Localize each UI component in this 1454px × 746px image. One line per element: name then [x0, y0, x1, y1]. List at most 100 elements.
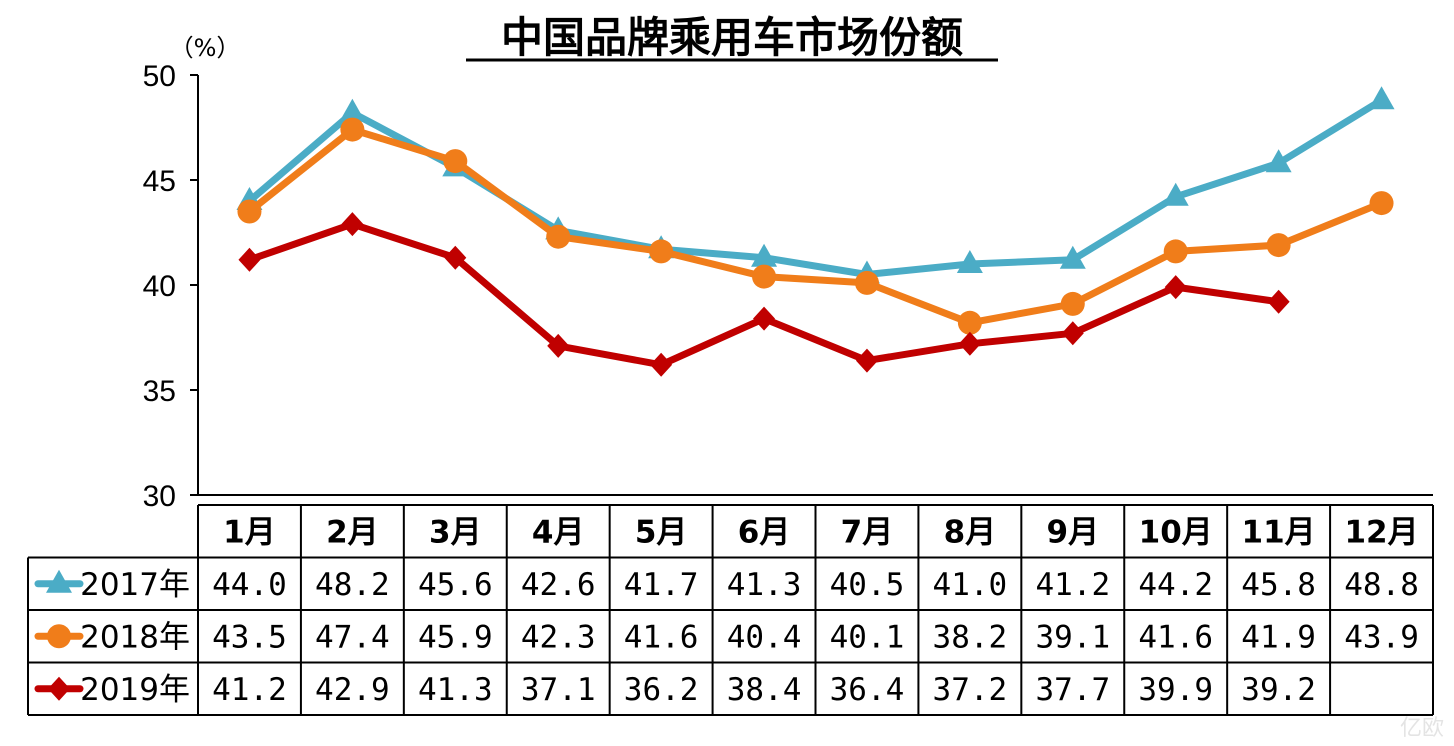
table-cell-value: 39.9	[1138, 672, 1213, 708]
table-cell-value: 41.9	[1241, 619, 1316, 655]
y-tick-label: 45	[143, 165, 176, 198]
data-point-circle	[752, 264, 777, 289]
x-category-label: 2月	[326, 514, 379, 550]
data-point-triangle	[1265, 149, 1292, 173]
x-category-label: 7月	[841, 514, 894, 550]
data-point-circle	[237, 199, 262, 224]
x-category-label: 12月	[1344, 514, 1418, 550]
table-cell-value: 36.2	[624, 672, 699, 708]
series-line	[245, 126, 1386, 327]
table-cell-value: 39.2	[1241, 672, 1316, 708]
table-cell-value: 43.9	[1344, 619, 1419, 655]
table-cell-value: 42.3	[521, 619, 596, 655]
data-point-diamond	[1164, 275, 1187, 300]
x-category-label: 8月	[944, 514, 997, 550]
x-category-label: 5月	[635, 514, 688, 550]
table-cell-value: 38.4	[727, 672, 802, 708]
x-category-label: 1月	[223, 514, 276, 550]
data-point-diamond	[855, 348, 878, 373]
legend-label: 2019年	[80, 672, 190, 708]
table-cell-value: 41.6	[624, 619, 699, 655]
data-point-triangle	[751, 243, 778, 267]
chart-title-group: 中国品牌乘用车市场份额	[466, 13, 998, 62]
table-cell-value: 38.2	[933, 619, 1008, 655]
y-tick-label: 35	[143, 375, 176, 408]
y-tick-label: 30	[143, 480, 176, 513]
data-point-circle	[1060, 291, 1085, 316]
data-point-circle	[47, 624, 71, 649]
data-point-diamond	[1267, 289, 1290, 314]
data-point-diamond	[238, 247, 261, 272]
table-cell-value: 41.2	[1035, 567, 1110, 603]
table-cell-value: 43.5	[212, 619, 287, 655]
data-point-triangle	[339, 98, 366, 122]
data-point-circle	[649, 239, 674, 264]
data-point-circle	[1369, 191, 1394, 216]
data-point-diamond	[547, 333, 570, 358]
data-point-circle	[957, 310, 982, 335]
table-cell-value: 39.1	[1035, 619, 1110, 655]
table-cell-value: 37.2	[933, 672, 1008, 708]
series-layer	[236, 86, 1395, 377]
series-2	[238, 212, 1290, 377]
series-0	[236, 86, 1395, 284]
table-cell-value: 44.2	[1138, 567, 1213, 603]
legend-entry-0: 2017年	[34, 567, 190, 603]
x-category-label: 11月	[1242, 514, 1316, 550]
table-cell-value: 42.6	[521, 567, 596, 603]
data-point-diamond	[753, 306, 776, 331]
data-point-circle	[1266, 233, 1291, 258]
table-cell-value: 36.4	[830, 672, 905, 708]
x-category-label: 3月	[429, 514, 482, 550]
data-point-circle	[1163, 239, 1188, 264]
legend-label: 2018年	[80, 619, 190, 655]
table-cell-value: 40.4	[727, 619, 802, 655]
data-point-diamond	[444, 245, 467, 270]
legend-entry-1: 2018年	[34, 619, 190, 655]
y-tick-label: 40	[143, 270, 176, 303]
table-cell-value: 45.6	[418, 567, 493, 603]
table-cell-value: 40.1	[830, 619, 905, 655]
axes: 30 35 40 45 50	[143, 60, 1433, 513]
data-point-diamond	[1061, 321, 1084, 346]
table-cell-value: 45.9	[418, 619, 493, 655]
table-cell-value: 41.2	[212, 672, 287, 708]
table-cell-value: 40.5	[830, 567, 905, 603]
data-point-diamond	[341, 212, 364, 237]
data-point-circle	[546, 224, 571, 249]
y-tick-label: 50	[143, 60, 176, 93]
x-category-label: 9月	[1047, 514, 1100, 550]
data-point-triangle	[46, 569, 72, 593]
x-category-label: 10月	[1139, 514, 1213, 550]
watermark-logo: 亿欧	[1399, 716, 1444, 741]
legend-entry-2: 2019年	[34, 672, 190, 708]
table-cell-value: 47.4	[315, 619, 390, 655]
table-cell-value: 41.7	[624, 567, 699, 603]
table-cell-value: 44.0	[212, 567, 287, 603]
table-cell-value: 37.1	[521, 672, 596, 708]
table-cell-value: 41.0	[933, 567, 1008, 603]
table-cell-value: 41.3	[418, 672, 493, 708]
data-point-circle	[340, 117, 365, 142]
data-point-circle	[854, 270, 879, 295]
x-category-label: 6月	[738, 514, 791, 550]
table-cell-value: 41.3	[727, 567, 802, 603]
x-category-label: 4月	[532, 514, 585, 550]
data-table: 1月 2月 3月 4月 5月 6月 7月 8月 9月 10月 11月 12月 2017年 44.0 48.2…	[27, 504, 1434, 716]
data-point-triangle	[956, 250, 983, 273]
table-cell-value: 48.8	[1344, 567, 1419, 603]
series-1	[237, 117, 1394, 335]
data-point-circle	[443, 149, 468, 174]
table-cell-value: 37.7	[1035, 672, 1110, 708]
data-point-triangle	[1162, 182, 1189, 206]
table-cell-value: 42.9	[315, 672, 390, 708]
data-point-triangle	[1368, 86, 1395, 110]
data-point-diamond	[650, 352, 673, 377]
data-point-diamond	[48, 676, 70, 701]
table-cell-value: 45.8	[1241, 567, 1316, 603]
table-cell-value: 41.6	[1138, 619, 1213, 655]
legend-label: 2017年	[80, 567, 190, 603]
data-point-triangle	[1059, 245, 1086, 269]
